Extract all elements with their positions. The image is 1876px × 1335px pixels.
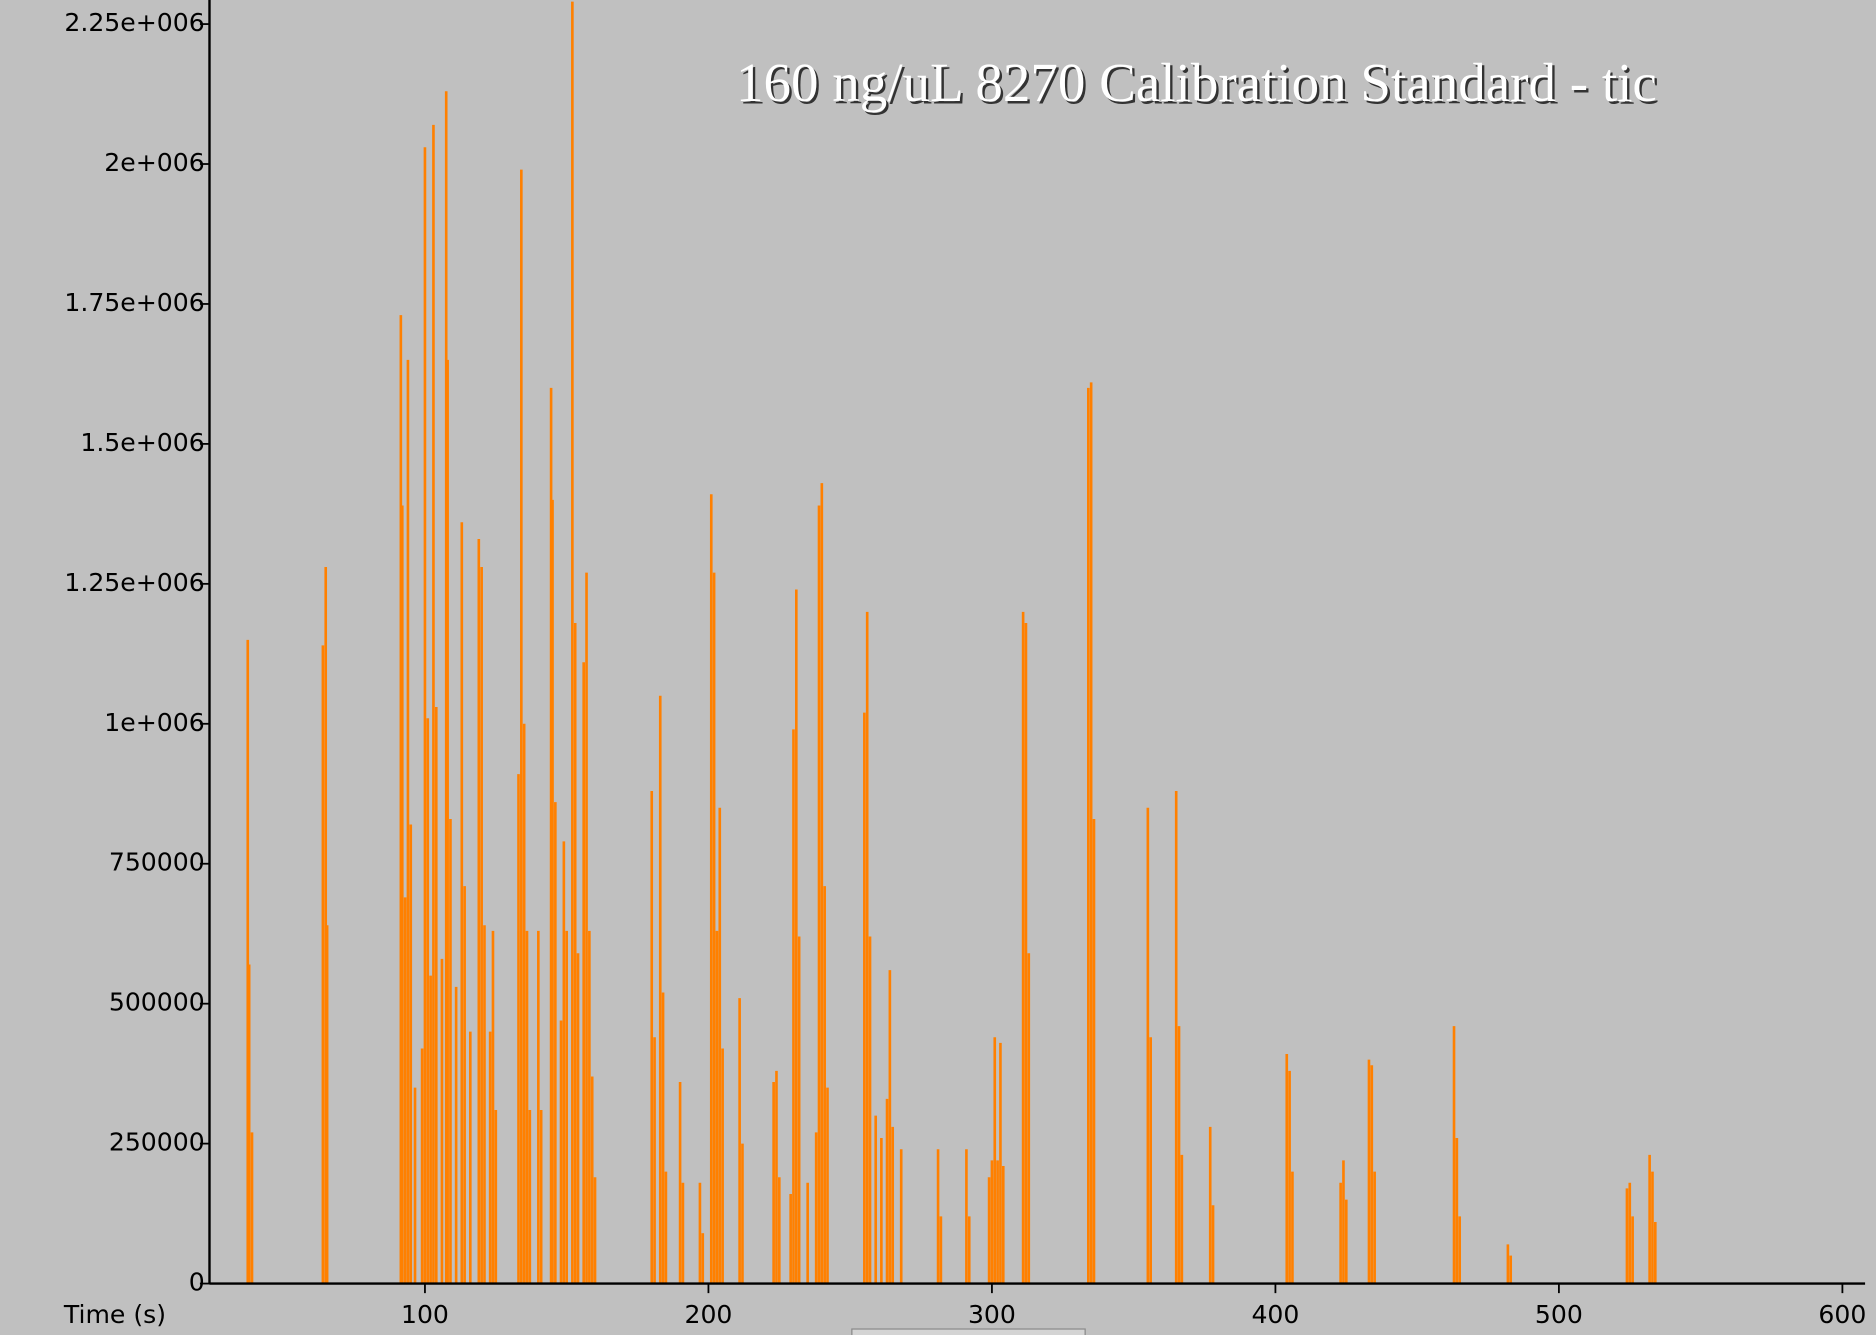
x-tick-label: 400 bbox=[1251, 1300, 1299, 1329]
chart-title-shadow: 160 ng/uL 8270 Calibration Standard - ti… bbox=[738, 55, 1659, 116]
x-axis-label: Time (s) bbox=[63, 1300, 166, 1329]
y-tick-label: 1.75e+006 bbox=[64, 288, 204, 317]
y-tick-label: 1.25e+006 bbox=[64, 568, 204, 597]
y-tick-label: 2e+006 bbox=[104, 148, 204, 177]
y-tick-label: 250000 bbox=[109, 1128, 205, 1157]
x-tick-label: 300 bbox=[968, 1300, 1016, 1329]
y-tick-label: 750000 bbox=[109, 848, 205, 877]
x-tick-label: 100 bbox=[401, 1300, 449, 1329]
y-tick-label: 1e+006 bbox=[104, 708, 204, 737]
chart-title: 160 ng/uL 8270 Calibration Standard - ti… bbox=[736, 52, 1657, 113]
x-tick-label: 500 bbox=[1535, 1300, 1583, 1329]
y-tick-label: 0 bbox=[189, 1268, 205, 1297]
y-tick-label: 500000 bbox=[109, 988, 205, 1017]
scrollbar[interactable] bbox=[851, 1328, 1086, 1335]
y-tick-label: 2.25e+006 bbox=[64, 8, 204, 37]
x-tick-label: 200 bbox=[684, 1300, 732, 1329]
y-tick-label: 1.5e+006 bbox=[80, 428, 204, 457]
x-tick-label: 600 bbox=[1818, 1300, 1866, 1329]
